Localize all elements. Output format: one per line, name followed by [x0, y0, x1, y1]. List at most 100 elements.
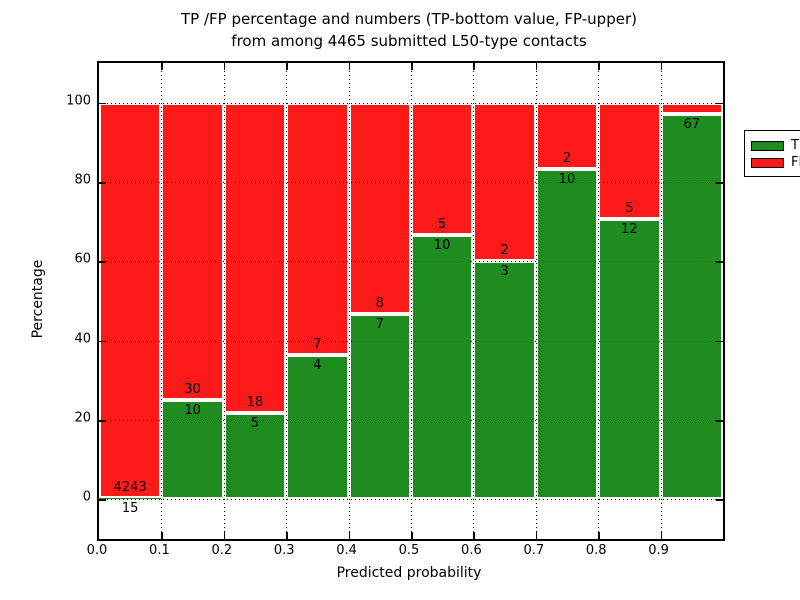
tp-bar-segment	[161, 400, 224, 500]
y-tick-label: 0	[82, 489, 91, 505]
y-axis-tick	[99, 499, 106, 501]
tp-count-label: 4	[313, 358, 322, 374]
x-tick-label: 0.0	[86, 543, 108, 558]
legend-swatch-fp	[751, 157, 784, 168]
chart-title-line1: TP /FP percentage and numbers (TP-bottom…	[181, 10, 637, 28]
chart-title: TP /FP percentage and numbers (TP-bottom…	[97, 8, 721, 52]
fp-count-label: 8	[375, 296, 384, 312]
tp-count-label: 5	[250, 416, 260, 432]
x-axis-tick	[286, 63, 288, 70]
legend-item: TP	[751, 138, 800, 153]
tp-bar-segment	[286, 355, 349, 500]
tp-bar-segment	[535, 168, 599, 500]
x-tick-label: 0.7	[523, 543, 545, 558]
x-tick-label: 0.9	[648, 543, 669, 558]
x-axis-tick	[660, 532, 663, 539]
legend-label: TP	[791, 138, 800, 153]
y-tick-label: 60	[74, 251, 91, 267]
vertical-gridline	[473, 63, 475, 539]
fp-bar-segment	[99, 102, 162, 498]
legend-swatch-tp	[751, 140, 784, 151]
fp-bar-segment	[411, 102, 474, 235]
tp-count-label: 10	[558, 171, 576, 187]
tp-bar-segment	[660, 114, 723, 500]
legend: TP FP	[744, 130, 800, 177]
x-axis-tick	[161, 532, 163, 539]
vertical-gridline	[660, 63, 662, 539]
legend-item: FP	[751, 155, 800, 170]
chart-title-line2: from among 4465 submitted L50-type conta…	[231, 32, 587, 50]
y-axis-tick	[99, 420, 106, 422]
x-axis-tick	[473, 63, 475, 70]
fp-bar-segment	[598, 102, 661, 220]
tp-count-label: 15	[121, 500, 139, 516]
y-tick-label: 20	[74, 410, 91, 426]
x-axis-tick	[348, 63, 351, 70]
y-axis-tick	[99, 102, 106, 105]
fp-count-label: 30	[184, 382, 201, 398]
fp-count-label: 2	[500, 243, 509, 259]
tp-bar-segment	[411, 234, 474, 500]
x-tick-label: 0.3	[273, 543, 295, 558]
x-axis-tick	[348, 532, 351, 539]
x-axis-tick	[660, 63, 663, 70]
fp-bar-segment	[223, 102, 287, 414]
tp-bar-segment	[473, 261, 536, 500]
y-axis-tick	[716, 340, 723, 343]
x-axis-tick	[535, 532, 538, 539]
tp-count-label: 3	[500, 264, 509, 280]
y-axis-tick	[99, 340, 106, 343]
fp-bar-segment	[286, 102, 349, 356]
y-axis-tick	[716, 102, 723, 105]
x-tick-label: 0.2	[211, 543, 233, 558]
y-tick-label: 100	[66, 93, 91, 109]
fp-bar-segment	[348, 102, 411, 315]
x-axis-tick	[223, 532, 226, 539]
tp-count-label: 7	[375, 317, 384, 333]
x-axis-tick	[411, 532, 413, 539]
plot-area: 4243 15 30 10 18 5 7 4 8 7 5 10 2 3 2 10 5 12 67 TP FP	[97, 61, 800, 541]
x-axis-tick	[411, 63, 413, 70]
fp-bar-segment	[535, 102, 599, 169]
vertical-gridline	[535, 63, 537, 539]
tp-bar-segment	[99, 497, 162, 500]
tp-bar-segment	[223, 413, 287, 500]
fp-bar-segment	[161, 102, 224, 401]
y-axis-tick	[716, 182, 723, 184]
x-tick-label: 0.6	[461, 543, 482, 558]
x-axis-tick	[535, 63, 538, 70]
y-tick-label: 40	[74, 331, 91, 347]
x-axis-tick	[598, 63, 600, 70]
fp-count-label: 4243	[113, 479, 147, 495]
vertical-gridline	[161, 63, 163, 539]
tp-bar-segment	[598, 219, 661, 500]
tp-count-label: 12	[621, 222, 638, 238]
vertical-gridline	[348, 63, 350, 539]
fp-count-label: 5	[438, 216, 447, 232]
vertical-gridline	[223, 63, 225, 539]
fp-count-label: 5	[625, 201, 634, 217]
y-axis-label: Percentage	[30, 259, 46, 339]
vertical-gridline	[411, 63, 412, 539]
x-tick-label: 0.5	[398, 543, 420, 558]
fp-count-label: 7	[313, 337, 322, 353]
fp-count-label: 2	[562, 150, 572, 166]
x-tick-label: 0.1	[149, 543, 170, 558]
y-axis-tick	[716, 499, 723, 501]
tp-count-label: 10	[433, 237, 451, 253]
x-axis-tick	[473, 532, 475, 539]
fp-count-label: 18	[246, 395, 264, 411]
fp-bar-segment	[660, 102, 723, 115]
tp-count-label: 10	[184, 403, 201, 419]
y-tick-label: 80	[74, 172, 91, 188]
tp-bar-segment	[348, 314, 411, 500]
x-axis-tick	[223, 63, 226, 70]
y-axis-tick	[716, 261, 723, 263]
x-axis-label: Predicted probability	[336, 565, 482, 581]
x-tick-label: 0.4	[336, 543, 357, 558]
x-tick-label: 0.8	[585, 543, 607, 558]
y-axis-tick	[99, 182, 106, 184]
x-axis-tick	[161, 63, 163, 70]
x-axis-tick	[598, 532, 600, 539]
tp-count-label: 67	[683, 117, 701, 133]
